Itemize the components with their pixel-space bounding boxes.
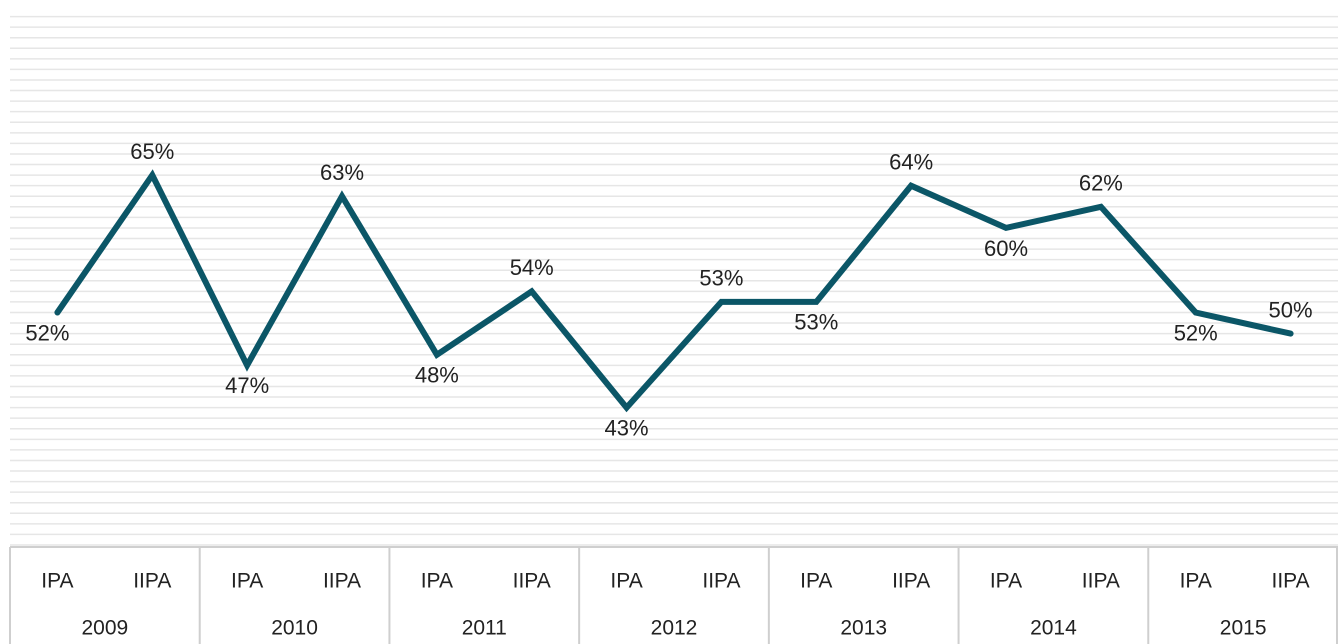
category-label: IPA xyxy=(800,570,832,593)
data-label: 63% xyxy=(320,160,364,185)
line xyxy=(54,169,1294,413)
group-label: 2015 xyxy=(1220,617,1267,640)
category-label: IPA xyxy=(231,570,263,593)
category-label: IIPA xyxy=(133,570,171,593)
data-label: 53% xyxy=(794,310,838,335)
data-label: 53% xyxy=(699,266,743,291)
group-label: 2013 xyxy=(840,617,887,640)
group-label: 2009 xyxy=(81,617,128,640)
group-label: 2010 xyxy=(271,617,318,640)
category-label: IPA xyxy=(421,570,453,593)
category-label: IIPA xyxy=(323,570,361,593)
category-label: IPA xyxy=(1180,570,1212,593)
category-label: IPA xyxy=(610,570,642,593)
category-label: IIPA xyxy=(1272,570,1310,593)
data-label: 48% xyxy=(415,363,459,388)
data-label: 43% xyxy=(605,415,649,440)
data-label: 62% xyxy=(1079,171,1123,196)
category-label: IIPA xyxy=(702,570,740,593)
data-label: 65% xyxy=(130,139,174,164)
data-label: 52% xyxy=(1174,320,1218,345)
data-label: 54% xyxy=(510,255,554,280)
category-label: IIPA xyxy=(892,570,930,593)
data-label: 64% xyxy=(889,149,933,174)
group-label: 2011 xyxy=(462,617,507,640)
category-label: IIPA xyxy=(513,570,551,593)
group-label: 2014 xyxy=(1030,617,1077,640)
category-label: IPA xyxy=(990,570,1022,593)
data-label: 47% xyxy=(225,373,269,398)
data-label: 60% xyxy=(984,236,1028,261)
category-label: IPA xyxy=(41,570,73,593)
group-label: 2012 xyxy=(651,617,698,640)
data-label: 52% xyxy=(25,320,69,345)
data-label: 50% xyxy=(1269,297,1313,322)
category-label: IIPA xyxy=(1082,570,1120,593)
